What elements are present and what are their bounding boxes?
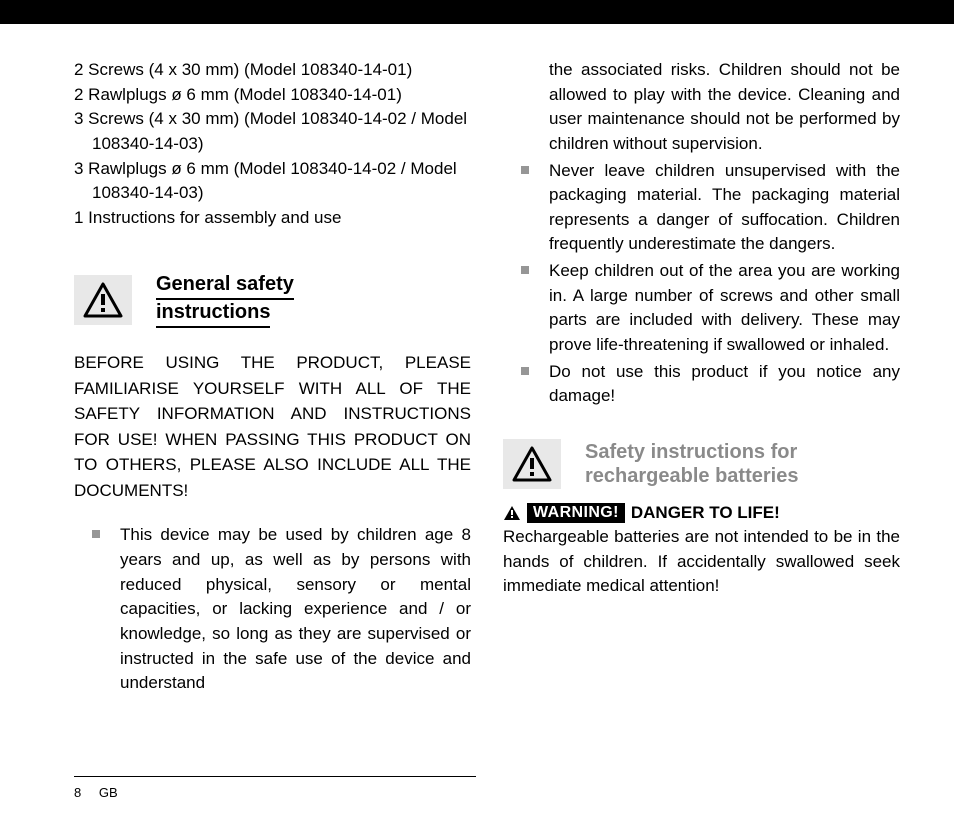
section-title-line: General safety (156, 272, 294, 300)
warning-triangle-icon (503, 439, 561, 489)
list-item: Do not use this product if you notice an… (503, 360, 900, 409)
parts-list: 2 Screws (4 x 30 mm) (Model 108340-14-01… (74, 58, 471, 230)
section-title-grey: Safety instructions for rechargeable bat… (585, 440, 798, 488)
list-item: Never leave children unsupervised with t… (503, 159, 900, 258)
region-code: GB (99, 785, 118, 800)
section-title-line: Safety instructions for (585, 441, 797, 463)
parts-item: 1 Instructions for assembly and use (74, 206, 471, 231)
section-header-batteries: Safety instructions for rechargeable bat… (503, 439, 900, 489)
parts-item: 3 Rawlplugs ø 6 mm (Model 108340-14-02 /… (74, 157, 471, 206)
page-footer: 8 GB (74, 776, 476, 800)
caps-paragraph: BEFORE USING THE PRODUCT, PLEASE FAMILIA… (74, 350, 471, 503)
list-item: This device may be used by children age … (74, 523, 471, 695)
warning-triangle-icon (74, 275, 132, 325)
parts-item: 2 Rawlplugs ø 6 mm (Model 108340-14-01) (74, 83, 471, 108)
section-header-general-safety: General safety instructions (74, 272, 471, 328)
parts-item: 2 Screws (4 x 30 mm) (Model 108340-14-01… (74, 58, 471, 83)
list-item-continuation: the associated risks. Children should no… (503, 58, 900, 157)
page-number: 8 (74, 785, 81, 800)
parts-item: 3 Screws (4 x 30 mm) (Model 108340-14-02… (74, 107, 471, 156)
warning-pill: WARNING! (527, 503, 625, 523)
warning-small-triangle-icon (503, 505, 521, 521)
bullet-list-continued: the associated risks. Children should no… (503, 58, 900, 409)
section-title: General safety instructions (156, 272, 294, 328)
battery-warning-para: Rechargeable batteries are not intended … (503, 525, 900, 599)
section-title-line: instructions (156, 300, 270, 328)
list-item: Keep children out of the area you are wo… (503, 259, 900, 358)
warning-line: WARNING! DANGER TO LIFE! (503, 503, 900, 523)
bullet-list: This device may be used by children age … (74, 523, 471, 695)
section-title-line: rechargeable batteries (585, 465, 798, 487)
danger-text: DANGER TO LIFE! (631, 503, 780, 523)
top-black-bar (0, 0, 954, 24)
page-body: 2 Screws (4 x 30 mm) (Model 108340-14-01… (0, 24, 954, 764)
